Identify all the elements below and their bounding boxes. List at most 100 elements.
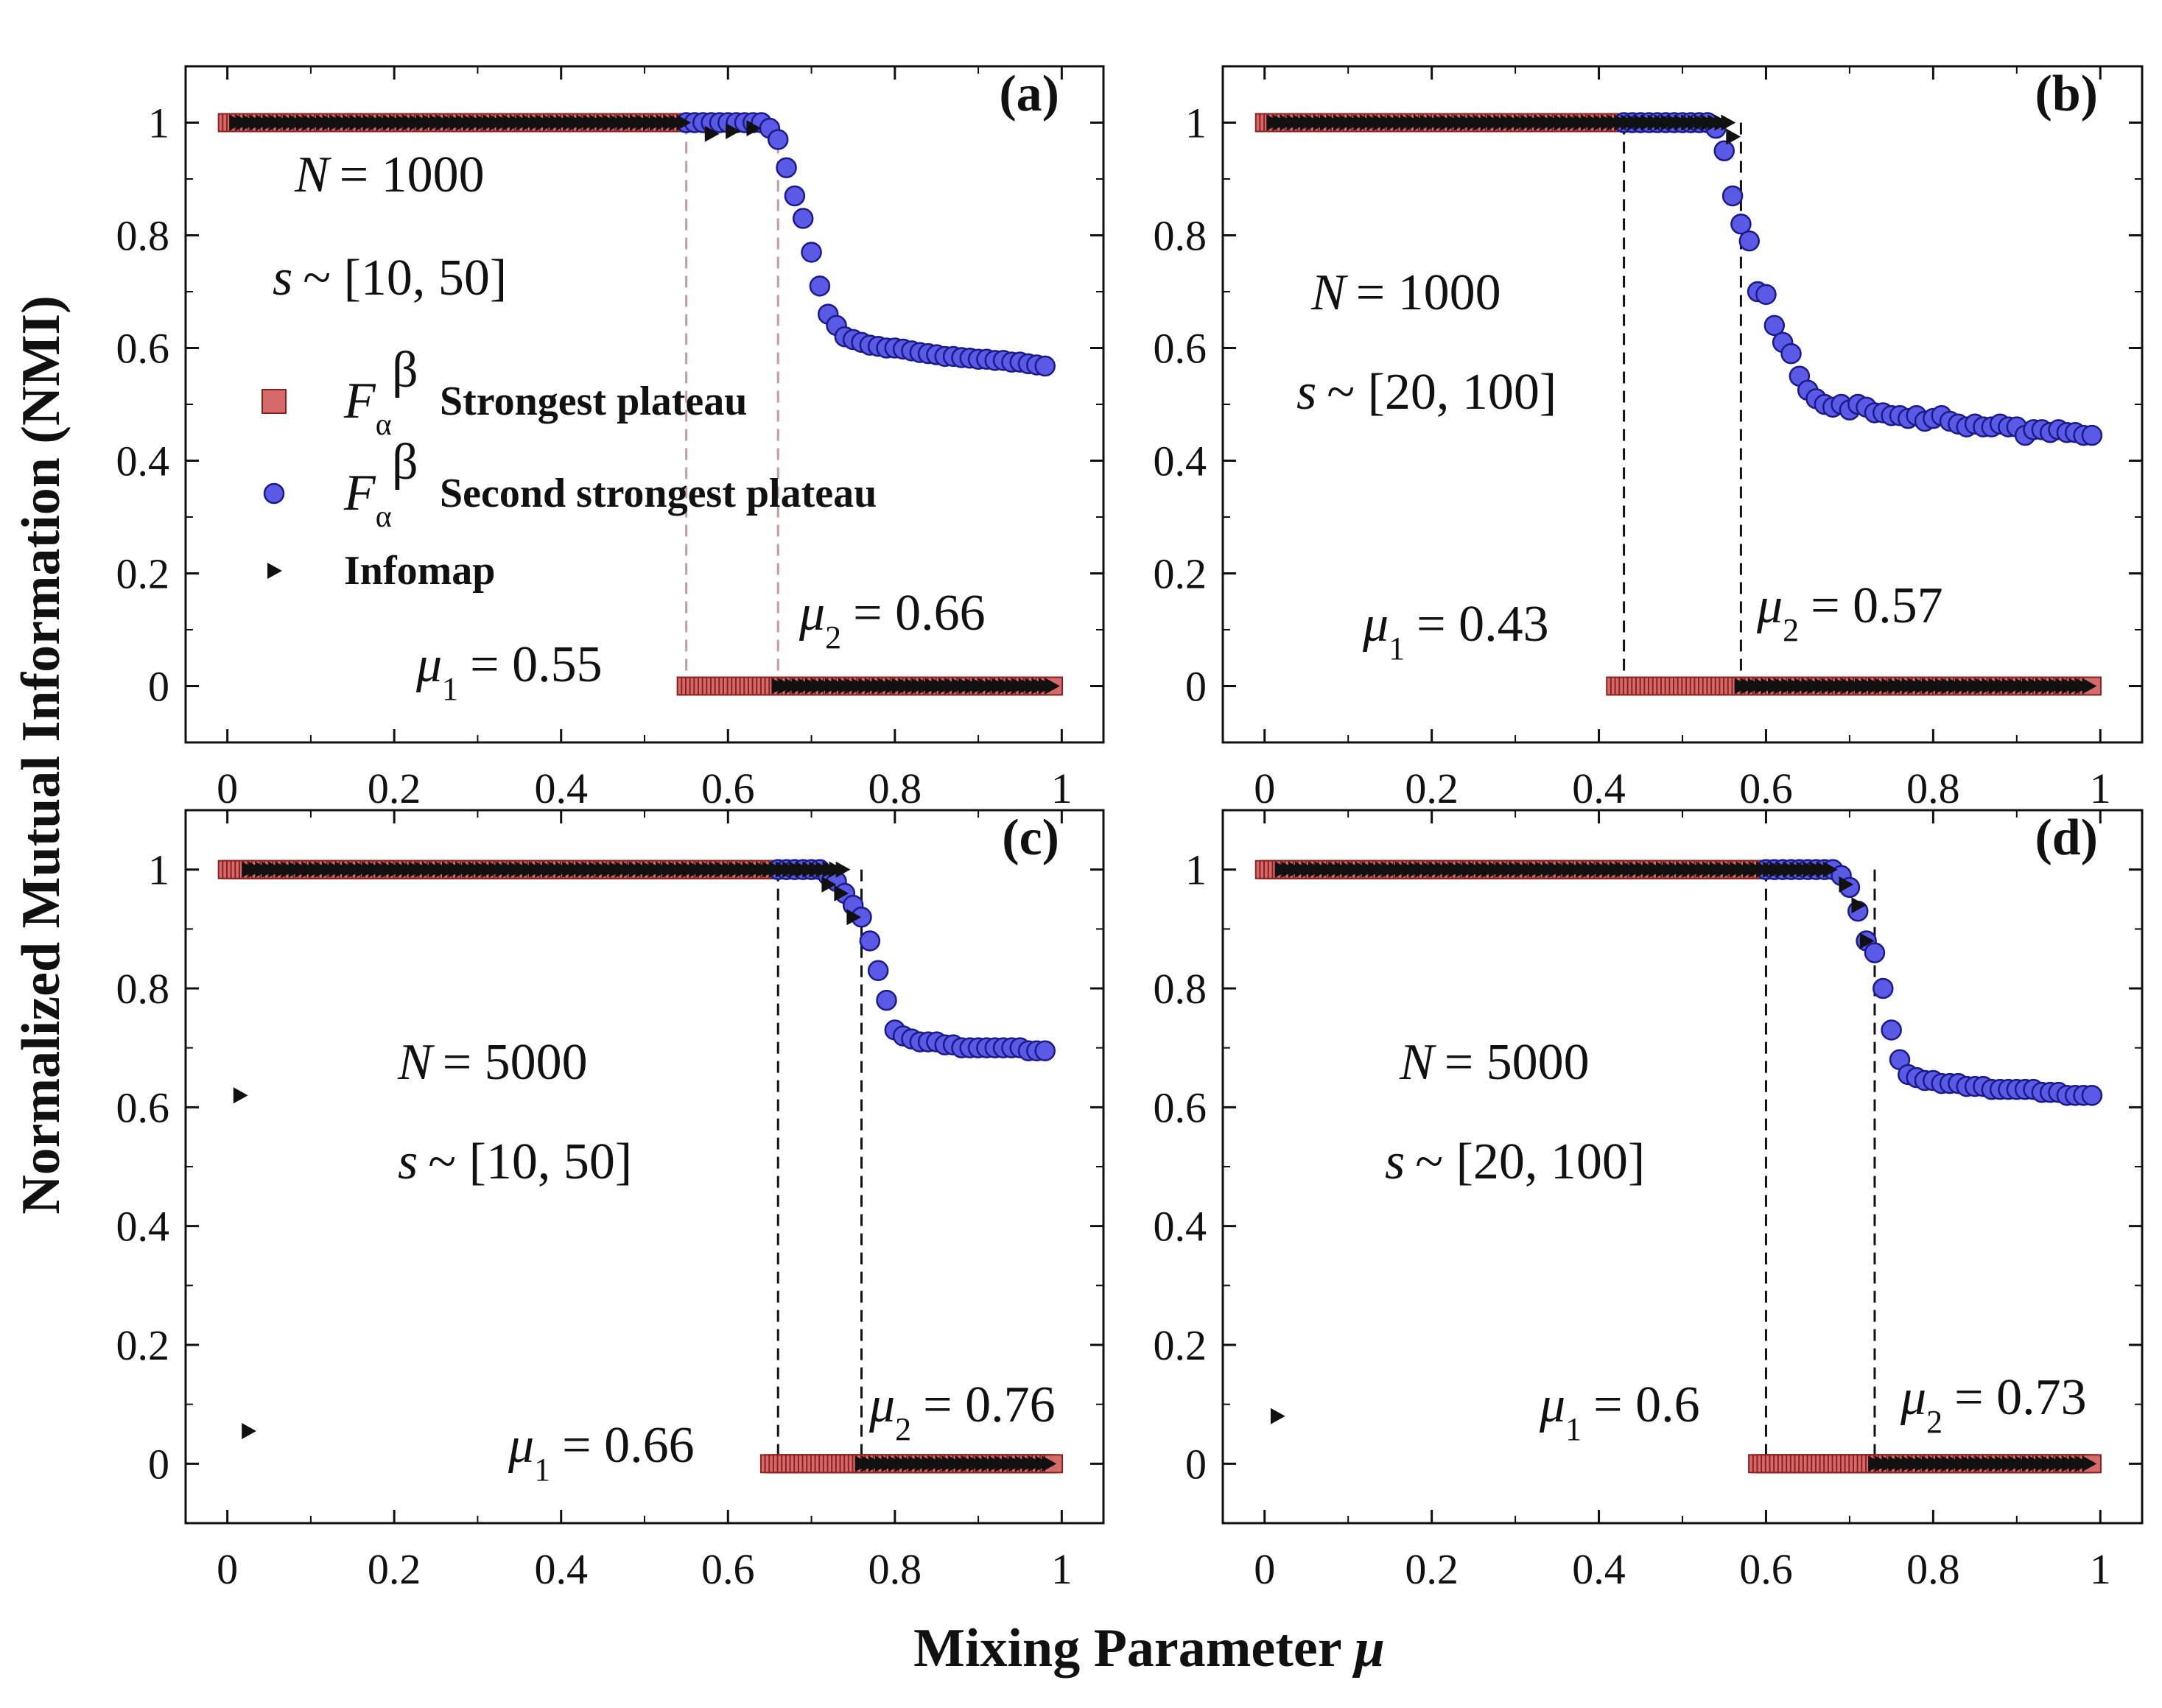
infomap-point <box>704 125 720 142</box>
mu1-subscript: 1 <box>442 671 458 707</box>
legend-symbol: Fα <box>343 373 392 442</box>
second-point <box>859 930 881 952</box>
ticks: 0 0 0.2 0.2 0.4 0.4 0.6 0.6 0.8 0.8 1 1 <box>116 810 1103 1593</box>
infomap-point <box>1822 861 1838 878</box>
second-series <box>1755 859 2103 1106</box>
param-s-symbol: s <box>1296 364 1316 421</box>
mu2-value: = 0.73 <box>1954 1369 2086 1426</box>
infomap-series <box>1266 114 2097 695</box>
y-tick-label: 0.8 <box>1154 965 1207 1013</box>
ticks: 0 0 0.2 0.2 0.4 0.4 0.6 0.6 0.8 0.8 1 1 <box>1154 66 2142 812</box>
second-series <box>767 859 1056 1061</box>
x-tick-label: 0 <box>1254 1545 1275 1593</box>
param-s-value: ~ [20, 100] <box>1327 364 1556 421</box>
x-tick-label: 0.4 <box>534 1545 588 1593</box>
second-point <box>1864 942 1886 963</box>
param-n: N = 5000 <box>1399 1034 1590 1091</box>
mu1-subscript: 1 <box>1565 1411 1582 1447</box>
infomap-series <box>233 861 1057 1472</box>
legend-label: Strongest plateau <box>440 379 747 424</box>
y-tick-label: 0 <box>1185 1440 1207 1488</box>
infomap-point <box>1839 876 1854 893</box>
y-tick-label: 0.4 <box>1154 437 1207 485</box>
y-tick-label: 1 <box>148 846 169 894</box>
infomap-series <box>1270 861 2097 1472</box>
x-tick-label: 1 <box>1051 1545 1073 1593</box>
mu1-value: = 0.66 <box>562 1417 694 1474</box>
infomap-point <box>846 909 862 926</box>
y-tick-label: 0.4 <box>116 437 170 485</box>
param-n-value: = 1000 <box>1356 264 1501 321</box>
mu2-symbol: μ <box>1900 1369 1926 1426</box>
mu2-subscript: 2 <box>825 619 841 656</box>
mu2-symbol: μ <box>868 1377 895 1433</box>
panel-c: 0 0 0.2 0.2 0.4 0.4 0.6 0.6 0.8 0.8 1 1 (c) N = 5000 s ~… <box>116 809 1105 1593</box>
infomap-point <box>1851 897 1867 914</box>
second-point <box>1763 314 1786 337</box>
legend-marker-triangle <box>267 563 282 579</box>
x-tick-label: 0 <box>217 765 238 812</box>
mu2-label: μ2 = 0.57 <box>1756 577 1943 648</box>
second-series <box>675 112 1056 377</box>
infomap-point <box>835 861 851 878</box>
infomap-point <box>1726 128 1741 145</box>
mu2-label: μ2 = 0.66 <box>799 585 986 656</box>
second-point <box>792 208 814 229</box>
param-n-value: = 5000 <box>1445 1034 1590 1091</box>
second-point <box>784 185 806 207</box>
y-tick-label: 0 <box>1185 663 1207 711</box>
param-s-value: ~ [20, 100] <box>1415 1134 1645 1190</box>
x-tick-label: 0.2 <box>368 765 421 812</box>
mu2-subscript: 2 <box>895 1411 911 1447</box>
mu2-value: = 0.66 <box>853 585 985 642</box>
legend-marker-circle <box>263 482 285 505</box>
x-tick-label: 1 <box>2090 765 2111 812</box>
second-point <box>1755 284 1777 306</box>
mu1-value: = 0.55 <box>470 636 602 693</box>
mu1-symbol: μ <box>415 636 442 693</box>
infomap-point <box>746 120 762 137</box>
mu2-subscript: 2 <box>1783 612 1799 648</box>
second-point <box>767 129 789 150</box>
legend-item-1: Fαβ Strongest plateau <box>262 342 747 442</box>
mu1-symbol: μ <box>1362 596 1389 653</box>
y-tick-label: 0.6 <box>1154 325 1207 373</box>
mu2-value: = 0.76 <box>923 1377 1055 1433</box>
y-tick-label: 0.8 <box>116 212 170 260</box>
ticks: 0 0 0.2 0.2 0.4 0.4 0.6 0.6 0.8 0.8 1 1 <box>116 66 1103 812</box>
second-point <box>1881 1019 1902 1041</box>
infomap-point <box>1042 1455 1057 1472</box>
param-n-symbol: N <box>294 147 331 203</box>
second-point <box>1034 1040 1056 1061</box>
x-tick-label: 1 <box>1051 765 1073 812</box>
second-point <box>1730 213 1752 235</box>
mu1-value: = 0.6 <box>1593 1377 1699 1433</box>
mu2-label: μ2 = 0.73 <box>1900 1369 2087 1440</box>
legend-symbol-sub: α <box>376 408 392 442</box>
legend-item-3: Infomap <box>267 548 495 594</box>
ticks: 0 0 0.2 0.2 0.4 0.4 0.6 0.6 0.8 0.8 1 1 <box>1154 810 2142 1593</box>
y-tick-label: 0.6 <box>116 325 170 373</box>
x-tick-label: 0.2 <box>1405 765 1459 812</box>
mu2-subscript: 2 <box>1926 1404 1942 1440</box>
x-tick-label: 0 <box>217 1545 238 1593</box>
y-tick-label: 0 <box>148 1440 169 1488</box>
mu2-symbol: μ <box>799 585 825 642</box>
y-tick-label: 0.6 <box>1154 1083 1207 1131</box>
x-tick-label: 0.8 <box>868 1545 922 1593</box>
mu1-value: = 0.43 <box>1417 596 1548 653</box>
x-tick-label: 0.6 <box>701 765 755 812</box>
infomap-point <box>1859 932 1875 949</box>
second-point <box>1721 185 1744 207</box>
x-axis-title: Mixing Parameter μ <box>913 1618 1385 1679</box>
second-point <box>1034 355 1056 377</box>
legend-symbol-letter: F <box>343 465 376 521</box>
panel-label: (c) <box>1002 809 1059 866</box>
second-point <box>801 242 822 263</box>
second-point <box>2081 1084 2103 1106</box>
param-s-symbol: s <box>273 250 292 306</box>
y-axis-title: Normalized Mutual Information (NMI) <box>11 295 71 1215</box>
